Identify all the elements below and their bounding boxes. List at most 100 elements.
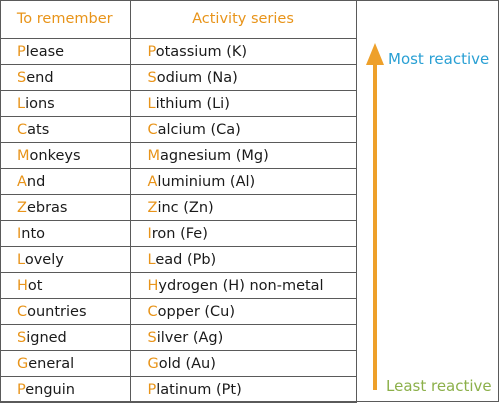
table-row: Lovely Lead (Pb) [0, 246, 357, 273]
element-initial: C [147, 303, 158, 320]
mnemonic-word: Send [0, 64, 131, 91]
element-initial: L [147, 95, 156, 112]
table-row: Hot Hydrogen (H) non-metal [0, 272, 357, 299]
mnemonic-rest: nto [21, 225, 46, 242]
mnemonic-rest: ountries [27, 303, 87, 320]
mnemonic-rest: ot [27, 277, 43, 294]
mnemonic-word: Lions [0, 90, 131, 117]
arrow-up-icon [366, 43, 384, 65]
mnemonic-word: And [0, 168, 131, 195]
element-initial: L [147, 251, 156, 268]
element-name: Aluminium (Al) [129, 168, 357, 195]
element-name: Iron (Fe) [129, 220, 357, 247]
mnemonic-word: Into [0, 220, 131, 247]
element-initial: S [147, 69, 157, 86]
element-name: Magnesium (Mg) [129, 142, 357, 169]
table-row: Cats Calcium (Ca) [0, 116, 357, 143]
mnemonic-rest: onkeys [29, 147, 81, 164]
mnemonic-initial: L [17, 95, 26, 112]
mnemonic-initial: G [17, 355, 29, 372]
mnemonic-rest: lease [25, 43, 65, 60]
element-initial: I [147, 225, 152, 242]
mnemonic-word: Please [0, 38, 131, 65]
mnemonic-initial: Z [17, 199, 27, 216]
mnemonic-initial: C [17, 121, 28, 138]
element-name: Silver (Ag) [129, 324, 357, 351]
mnemonic-word: Zebras [0, 194, 131, 221]
element-rest: ydrogen (H) non-metal [158, 277, 324, 294]
mnemonic-initial: C [17, 303, 28, 320]
mnemonic-initial: P [17, 381, 26, 398]
element-initial: A [147, 173, 158, 190]
mnemonic-initial: I [17, 225, 22, 242]
element-name: Hydrogen (H) non-metal [129, 272, 357, 299]
element-rest: ron (Fe) [151, 225, 208, 242]
element-name: Copper (Cu) [129, 298, 357, 325]
element-name: Zinc (Zn) [129, 194, 357, 221]
element-initial: P [147, 43, 156, 60]
table-row: Into Iron (Fe) [0, 220, 357, 247]
element-rest: odium (Na) [156, 69, 238, 86]
mnemonic-rest: ovely [24, 251, 64, 268]
element-name: Gold (Au) [129, 350, 357, 377]
mnemonic-initial: S [17, 329, 27, 346]
mnemonic-word: Cats [0, 116, 131, 143]
table-row: Lions Lithium (Li) [0, 90, 357, 117]
most-reactive-label: Most reactive [388, 50, 490, 68]
element-rest: old (Au) [158, 355, 216, 372]
element-rest: alcium (Ca) [157, 121, 241, 138]
arrow-shaft [373, 60, 377, 390]
element-name: Calcium (Ca) [129, 116, 357, 143]
table-row: And Aluminium (Al) [0, 168, 357, 195]
element-initial: C [147, 121, 158, 138]
header-activity-series: Activity series [129, 0, 357, 39]
mnemonic-initial: A [17, 173, 27, 190]
mnemonic-rest: ions [25, 95, 55, 112]
header-mnemonic: To remember [0, 0, 131, 39]
table-row: Countries Copper (Cu) [0, 298, 357, 325]
table-body: Please Potassium (K) Send Sodium (Na) Lions L… [0, 38, 357, 403]
mnemonic-word: Countries [0, 298, 131, 325]
table-header-row: To remember Activity series [0, 0, 357, 39]
element-rest: ithium (Li) [155, 95, 230, 112]
activity-series-table: To remember Activity series Please Potass… [0, 0, 357, 403]
mnemonic-initial: P [17, 43, 26, 60]
element-initial: H [147, 277, 159, 294]
mnemonic-rest: eneral [28, 355, 75, 372]
table-row: Monkeys Magnesium (Mg) [0, 142, 357, 169]
table-row: Zebras Zinc (Zn) [0, 194, 357, 221]
mnemonic-word: Penguin [0, 376, 131, 403]
element-name: Sodium (Na) [129, 64, 357, 91]
mnemonic-word: Hot [0, 272, 131, 299]
mnemonic-initial: S [17, 69, 27, 86]
mnemonic-word: Signed [0, 324, 131, 351]
mnemonic-word: Lovely [0, 246, 131, 273]
mnemonic-initial: H [17, 277, 28, 294]
element-rest: ead (Pb) [155, 251, 217, 268]
element-rest: agnesium (Mg) [160, 147, 269, 164]
element-initial: P [147, 381, 157, 398]
mnemonic-rest: ebras [26, 199, 68, 216]
element-rest: luminium (Al) [157, 173, 256, 190]
reactivity-arrow-panel: Most reactive Least reactive [356, 0, 499, 402]
element-initial: Z [147, 199, 158, 216]
element-rest: otassium (K) [155, 43, 248, 60]
element-rest: inc (Zn) [157, 199, 214, 216]
mnemonic-rest: ats [27, 121, 50, 138]
element-initial: M [147, 147, 161, 164]
least-reactive-label: Least reactive [386, 377, 492, 395]
mnemonic-initial: M [17, 147, 30, 164]
element-rest: opper (Cu) [157, 303, 236, 320]
element-name: Lead (Pb) [129, 246, 357, 273]
element-rest: ilver (Ag) [156, 329, 224, 346]
mnemonic-rest: igned [26, 329, 67, 346]
mnemonic-rest: end [26, 69, 54, 86]
table-row: Penguin Platinum (Pt) [0, 376, 357, 403]
table-row: Signed Silver (Ag) [0, 324, 357, 351]
element-name: Potassium (K) [129, 38, 357, 65]
element-initial: G [147, 355, 159, 372]
table-row: Send Sodium (Na) [0, 64, 357, 91]
element-rest: latinum (Pt) [156, 381, 242, 398]
mnemonic-word: Monkeys [0, 142, 131, 169]
table-row: Please Potassium (K) [0, 38, 357, 65]
